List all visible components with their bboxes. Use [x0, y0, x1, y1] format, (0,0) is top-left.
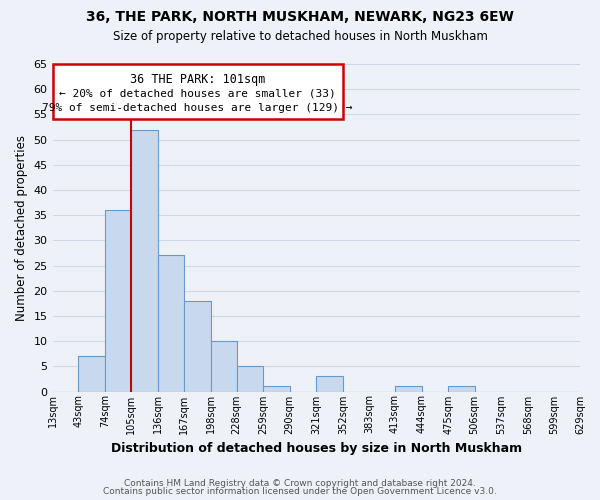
Bar — [105, 210, 131, 392]
Bar — [236, 366, 263, 392]
Bar — [263, 386, 290, 392]
Bar — [211, 341, 236, 392]
Bar — [158, 256, 184, 392]
Text: Contains HM Land Registry data © Crown copyright and database right 2024.: Contains HM Land Registry data © Crown c… — [124, 478, 476, 488]
Bar — [131, 130, 158, 392]
Bar — [78, 356, 105, 392]
Bar — [316, 376, 343, 392]
Text: ← 20% of detached houses are smaller (33): ← 20% of detached houses are smaller (33… — [59, 88, 336, 98]
Text: 79% of semi-detached houses are larger (129) →: 79% of semi-detached houses are larger (… — [43, 104, 353, 114]
Text: 36, THE PARK, NORTH MUSKHAM, NEWARK, NG23 6EW: 36, THE PARK, NORTH MUSKHAM, NEWARK, NG2… — [86, 10, 514, 24]
Bar — [448, 386, 475, 392]
Text: 36 THE PARK: 101sqm: 36 THE PARK: 101sqm — [130, 73, 265, 86]
Y-axis label: Number of detached properties: Number of detached properties — [15, 135, 28, 321]
Bar — [395, 386, 422, 392]
X-axis label: Distribution of detached houses by size in North Muskham: Distribution of detached houses by size … — [111, 442, 522, 455]
Text: Size of property relative to detached houses in North Muskham: Size of property relative to detached ho… — [113, 30, 487, 43]
Text: Contains public sector information licensed under the Open Government Licence v3: Contains public sector information licen… — [103, 487, 497, 496]
Bar — [184, 301, 211, 392]
FancyBboxPatch shape — [53, 64, 343, 120]
